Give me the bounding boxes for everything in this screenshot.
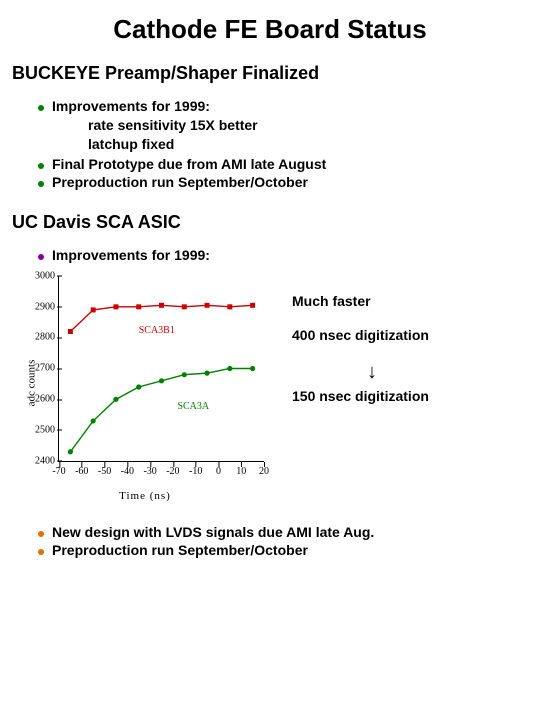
bullet-dot-icon xyxy=(38,549,44,555)
chart-ytick: 2800 xyxy=(25,332,55,343)
chart-xtick: -50 xyxy=(98,466,111,477)
chart-series-label: SCA3A xyxy=(177,401,209,412)
down-arrow-icon: ↓ xyxy=(292,361,452,384)
note-text: 400 nsec digitization xyxy=(292,327,530,343)
chart-xtick: -10 xyxy=(189,466,202,477)
note-text: 150 nsec digitization xyxy=(292,388,530,404)
chart-svg xyxy=(59,276,264,461)
chart-xtick: 20 xyxy=(259,466,269,477)
chart-xtick: 10 xyxy=(236,466,246,477)
bullet-subtext: rate sensitivity 15X better xyxy=(88,116,530,135)
chart-ytick: 2600 xyxy=(25,394,55,405)
chart-series-label: SCA3B1 xyxy=(139,325,175,336)
bullet-dot-icon xyxy=(38,181,44,187)
bullet-text: Improvements for 1999: xyxy=(52,247,210,263)
bullet-text: Preproduction run September/October xyxy=(52,174,308,190)
chart-ytick: 2700 xyxy=(25,363,55,374)
chart-xtick: -40 xyxy=(121,466,134,477)
chart-ytick: 2400 xyxy=(25,455,55,466)
chart-plot-area: 2400250026002700280029003000-70-60-50-40… xyxy=(58,276,264,462)
chart-xtick: -20 xyxy=(166,466,179,477)
section2-bullets: Improvements for 1999: xyxy=(38,247,530,263)
chart-and-notes-row: adc counts 2400250026002700280029003000-… xyxy=(10,268,530,498)
bullet-text: Preproduction run September/October xyxy=(52,542,308,558)
bullet-text: Improvements for 1999: xyxy=(52,98,210,114)
chart-xlabel: Time (ns) xyxy=(119,490,171,502)
bullet-dot-icon xyxy=(38,105,44,111)
chart-xtick: -60 xyxy=(75,466,88,477)
bullet-dot-icon xyxy=(38,163,44,169)
note-text: Much faster xyxy=(292,293,530,309)
chart-ytick: 2500 xyxy=(25,424,55,435)
bullet-row: Improvements for 1999: xyxy=(38,247,530,263)
section2-heading: UC Davis SCA ASIC xyxy=(12,212,530,233)
bullet-text: New design with LVDS signals due AMI lat… xyxy=(52,524,374,540)
bullet-row: New design with LVDS signals due AMI lat… xyxy=(38,524,530,540)
section2-footer-bullets: New design with LVDS signals due AMI lat… xyxy=(38,524,530,558)
bullet-dot-icon xyxy=(38,531,44,537)
bullet-row: Final Prototype due from AMI late August xyxy=(38,156,530,172)
chart-xtick: -30 xyxy=(143,466,156,477)
bullet-text: Final Prototype due from AMI late August xyxy=(52,156,326,172)
bullet-subtext: latchup fixed xyxy=(88,135,530,154)
chart-ytick: 2900 xyxy=(25,301,55,312)
chart-xtick: -70 xyxy=(52,466,65,477)
chart-notes: Much faster 400 nsec digitization ↓ 150 … xyxy=(280,268,530,422)
bullet-dot-icon xyxy=(38,254,44,260)
chart-xtick: 0 xyxy=(216,466,221,477)
bullet-row: Improvements for 1999: xyxy=(38,98,530,114)
slide-page: Cathode FE Board Status BUCKEYE Preamp/S… xyxy=(0,0,540,720)
chart-ytick: 3000 xyxy=(25,270,55,281)
bullet-row: Preproduction run September/October xyxy=(38,542,530,558)
section1-bullets: Improvements for 1999: rate sensitivity … xyxy=(38,98,530,190)
page-title: Cathode FE Board Status xyxy=(10,14,530,45)
bullet-row: Preproduction run September/October xyxy=(38,174,530,190)
section1-heading: BUCKEYE Preamp/Shaper Finalized xyxy=(12,63,530,84)
adc-chart: adc counts 2400250026002700280029003000-… xyxy=(10,268,280,498)
